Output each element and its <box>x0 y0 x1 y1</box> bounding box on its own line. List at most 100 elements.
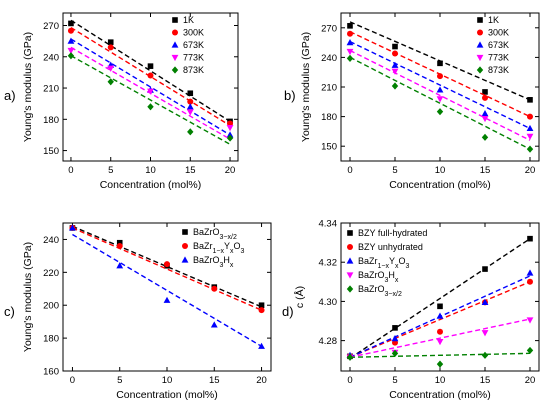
legend-label: BZY unhydrated <box>358 242 423 252</box>
legend-subscript: 3−x/2 <box>220 234 237 241</box>
series-2 <box>67 37 234 138</box>
legend-marker <box>182 229 188 235</box>
legend-label: 1K <box>488 15 499 25</box>
legend-text: 673K <box>488 40 509 50</box>
data-point <box>391 82 399 90</box>
x-tick-label: 20 <box>256 375 267 386</box>
data-point <box>391 349 399 357</box>
fit-line <box>72 233 262 347</box>
data-point <box>436 360 444 368</box>
fit-line <box>349 281 531 358</box>
legend-label: 300K <box>488 28 509 38</box>
y-tick-label: 180 <box>43 334 59 345</box>
legend-text: 1K <box>183 15 194 25</box>
data-point <box>147 103 154 111</box>
series-4 <box>67 52 234 145</box>
data-point <box>526 145 534 153</box>
legend-text: H <box>388 270 395 280</box>
legend-marker <box>182 243 188 249</box>
x-tick-label: 10 <box>162 375 173 386</box>
legend-text: BaZrO <box>193 255 220 265</box>
data-point <box>482 266 488 272</box>
data-point <box>67 52 75 60</box>
data-point <box>391 335 399 342</box>
legend-text: 673K <box>183 40 204 50</box>
legend-text: BaZrO <box>193 227 220 237</box>
legend-label: 673K <box>183 40 204 50</box>
legend-text: BZY full-hydrated <box>358 228 427 238</box>
data-point <box>67 27 74 34</box>
data-point <box>437 73 443 80</box>
data-point <box>69 224 76 231</box>
legend-subscript: 1−x <box>378 263 390 270</box>
x-tick-label: 5 <box>392 375 397 386</box>
x-tick-label: 5 <box>108 165 113 176</box>
data-point <box>437 328 443 335</box>
x-axis-label: Concentration (mol%) <box>389 389 491 401</box>
data-point <box>481 298 489 305</box>
data-point <box>346 48 354 56</box>
y-tick-label: 160 <box>43 367 59 378</box>
data-point <box>436 338 444 346</box>
legend-marker <box>171 41 179 48</box>
legend-label: 873K <box>488 65 509 75</box>
legend: 1K 300K 673K 773K 873K <box>171 15 204 75</box>
x-tick-label: 15 <box>209 375 220 386</box>
legend-marker <box>346 272 354 279</box>
data-point <box>347 23 353 29</box>
y-tick-label: 4.32 <box>319 258 338 269</box>
y-axis-label: Young's modulus (GPa) <box>300 32 312 142</box>
legend-subscript: 1−x <box>213 248 225 255</box>
y-tick-label: 180 <box>43 115 59 126</box>
legend-text: O <box>234 241 241 251</box>
series-0 <box>347 21 533 103</box>
series-2 <box>69 224 265 349</box>
series-3 <box>67 46 234 140</box>
series-1 <box>67 26 234 127</box>
x-tick-label: 10 <box>145 165 156 176</box>
legend-text: 1K <box>488 15 499 25</box>
legend-label: 873K <box>183 65 204 75</box>
series-4 <box>346 54 534 153</box>
data-point <box>187 90 194 97</box>
y-tick-label: 4.34 <box>319 219 338 230</box>
data-point <box>526 269 534 276</box>
fit-line <box>349 318 531 358</box>
legend-subscript: 3 <box>241 248 245 255</box>
data-point <box>436 86 444 93</box>
y-tick-label: 180 <box>321 112 337 123</box>
data-point <box>481 115 489 123</box>
legend-text: BaZrO <box>358 284 385 294</box>
legend-text: 773K <box>183 53 204 63</box>
legend-label: BaZrO3−x/2 <box>193 227 237 241</box>
data-point <box>481 110 489 117</box>
fit-line <box>349 352 531 358</box>
legend-marker <box>172 29 178 36</box>
data-point <box>437 303 443 310</box>
legend: 1K 300K 673K 773K 873K <box>476 15 509 75</box>
data-point <box>346 353 354 361</box>
legend-subscript: x <box>395 263 399 270</box>
data-point <box>392 50 398 57</box>
data-point <box>210 321 218 328</box>
legend-text: 300K <box>488 28 509 38</box>
x-tick-label: 15 <box>480 375 491 386</box>
data-point <box>187 98 194 105</box>
series-1 <box>347 30 533 120</box>
y-tick-label: 240 <box>321 53 337 64</box>
legend-marker <box>171 66 179 74</box>
data-point <box>436 312 444 319</box>
data-point <box>107 78 114 86</box>
data-point <box>163 296 171 303</box>
data-point <box>347 30 353 37</box>
y-tick-label: 210 <box>43 84 59 95</box>
legend-marker <box>346 257 354 264</box>
y-tick-label: 220 <box>43 268 59 279</box>
fit-line <box>70 55 231 145</box>
data-point <box>67 47 75 55</box>
x-axis-label: Concentration (mol%) <box>389 179 491 191</box>
legend-subscript: 3 <box>406 263 410 270</box>
legend-text: 873K <box>488 65 509 75</box>
legend-text: Y <box>389 256 395 266</box>
